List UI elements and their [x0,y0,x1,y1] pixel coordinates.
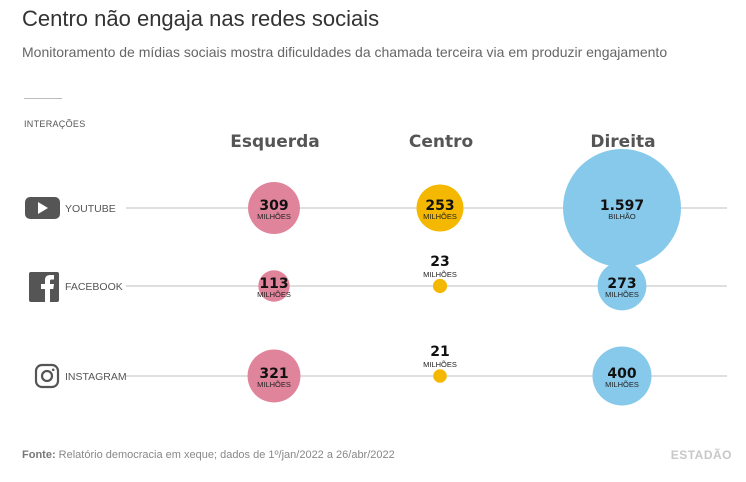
source-text: Relatório democracia em xeque; dados de … [58,449,395,461]
bubble-direita-youtube [563,149,681,267]
bubble-esquerda-instagram [247,349,301,403]
unit-label-centro-instagram: MILHÕES [423,360,457,369]
unit-label-centro-youtube: MILHÕES [423,212,457,221]
bubble-direita-facebook [597,261,647,311]
divider [24,98,62,99]
facebook-icon-f [41,275,54,302]
brand-logo: ESTADÃO [670,448,732,462]
unit-label-esquerda-facebook: MILHÕES [257,290,291,299]
value-label-centro-facebook: 23 [430,254,449,270]
bubble-centro-youtube [416,184,464,232]
unit-label-direita-instagram: MILHÕES [605,380,639,389]
youtube-icon-play [38,202,48,214]
value-label-esquerda-facebook: 113 [259,276,288,292]
youtube-icon [25,197,60,219]
instagram-icon-frame [34,363,60,389]
bubble-direita-instagram [592,346,652,406]
chart-title: Centro não engaja nas redes sociais [22,6,380,31]
value-label-direita-instagram: 400 [607,366,636,382]
facebook-icon [29,272,59,302]
source-label: Fonte: [22,449,56,461]
row-label-instagram: INSTAGRAM [65,371,127,383]
bubble-esquerda-facebook [258,270,290,302]
value-label-direita-facebook: 273 [607,276,636,292]
unit-label-centro-facebook: MILHÕES [423,270,457,279]
column-header-centro: Centro [409,132,473,152]
instagram-icon-lens [40,369,54,383]
unit-label-esquerda-youtube: MILHÕES [257,212,291,221]
bubble-centro-facebook [432,278,448,294]
value-label-esquerda-youtube: 309 [259,198,288,214]
instagram-icon [34,363,60,389]
value-label-centro-youtube: 253 [425,198,454,214]
value-label-centro-instagram: 21 [430,344,449,360]
row-label-facebook: FACEBOOK [65,281,123,293]
instagram-icon-dot [51,368,55,372]
value-label-direita-youtube: 1.597 [600,198,644,214]
column-header-direita: Direita [590,132,655,152]
column-header-esquerda: Esquerda [230,132,320,152]
unit-label-direita-youtube: BILHÃO [608,212,636,221]
section-label: INTERAÇÕES [24,119,86,129]
row-label-youtube: YOUTUBE [65,203,116,215]
unit-label-esquerda-instagram: MILHÕES [257,380,291,389]
value-label-esquerda-instagram: 321 [259,366,288,382]
bubble-esquerda-youtube [248,182,300,234]
bubble-centro-instagram [433,369,447,383]
unit-label-direita-facebook: MILHÕES [605,290,639,299]
source-footer: Fonte: Relatório democracia em xeque; da… [22,449,395,461]
chart-subtitle: Monitoramento de mídias sociais mostra d… [22,44,668,60]
